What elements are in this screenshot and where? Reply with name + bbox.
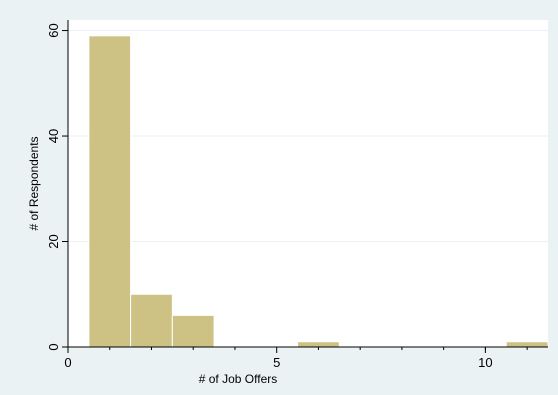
axes bbox=[67, 20, 548, 348]
plot-area bbox=[68, 20, 548, 347]
x-tick-label: 10 bbox=[478, 355, 492, 370]
y-tick-label: 40 bbox=[46, 129, 61, 143]
grid-lines bbox=[68, 30, 548, 243]
y-axis-label: # of Respondents bbox=[27, 136, 41, 230]
histogram-bar bbox=[505, 341, 549, 348]
bars bbox=[88, 35, 549, 348]
x-axis-label: # of Job Offers bbox=[199, 372, 278, 386]
y-tick-label: 60 bbox=[46, 23, 61, 37]
ticks: 0 5 10 0 20 40 60 bbox=[46, 23, 528, 370]
histogram-bar bbox=[171, 314, 215, 348]
y-tick-label: 20 bbox=[46, 234, 61, 248]
y-tick-label: 0 bbox=[46, 343, 61, 350]
histogram-bar bbox=[297, 341, 340, 348]
x-tick-label: 5 bbox=[273, 355, 280, 370]
histogram-bar bbox=[88, 35, 132, 348]
x-tick-label: 0 bbox=[64, 355, 71, 370]
histogram-bar bbox=[130, 293, 173, 348]
